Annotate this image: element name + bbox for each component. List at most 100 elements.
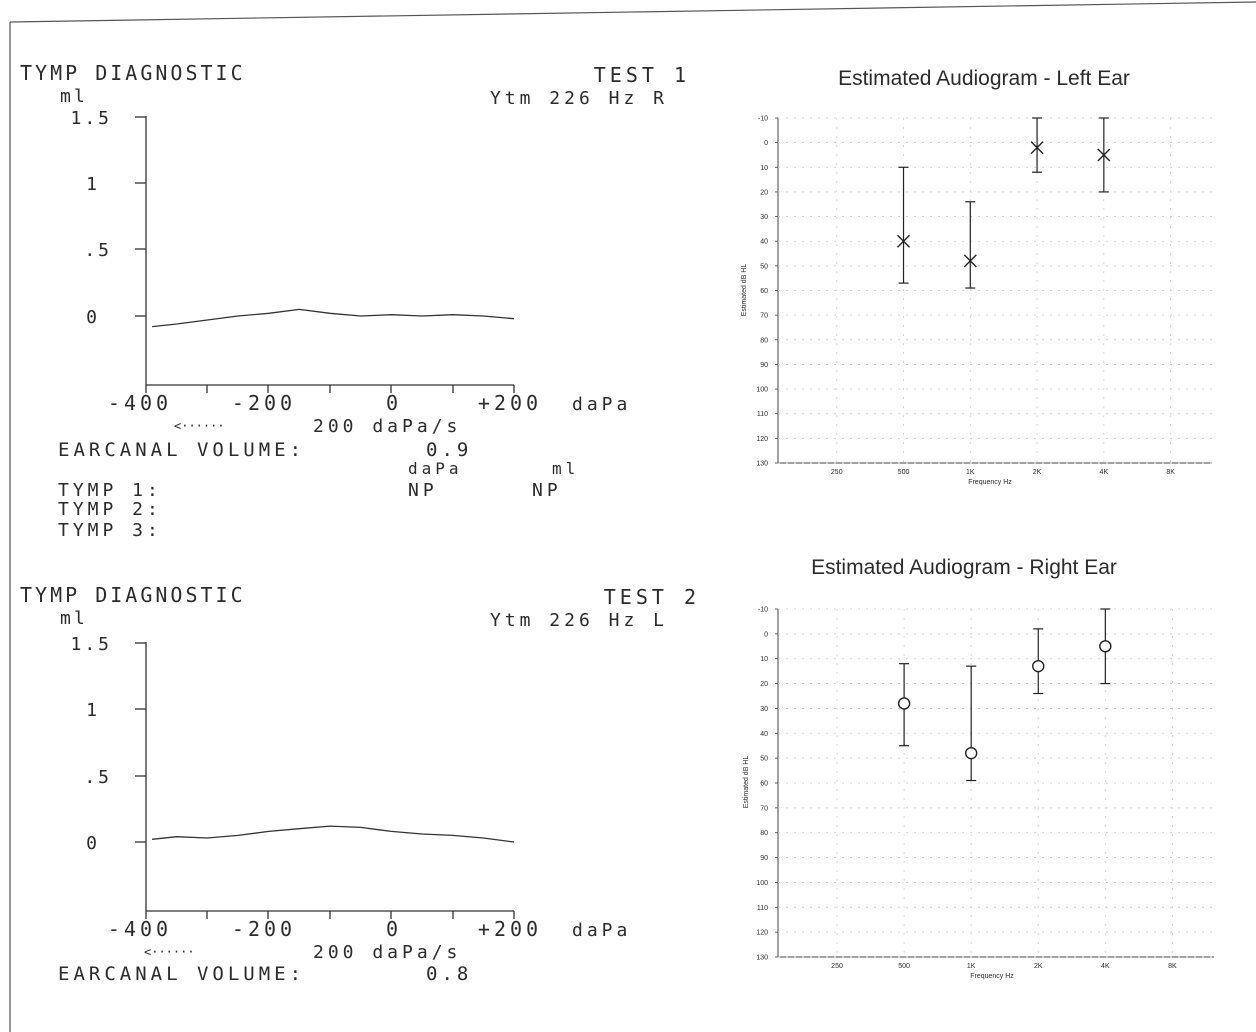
audiogram-y-tick-label: 110 [757, 411, 768, 418]
audiogram-x-tick-label: 500 [898, 469, 910, 476]
tymp-panel-test-1: TYMP DIAGNOSTIC TEST 1 ml Ytm 226 Hz R 1… [20, 61, 690, 541]
audiogram-point-x-marker [897, 234, 911, 248]
tymp-y-tick-label: 0 [86, 833, 100, 854]
tymp-sweep-rate: 200 daPa/s [313, 416, 461, 437]
audiogram-y-tick-label: 70 [760, 805, 768, 812]
audiogram-point-x-marker [1097, 148, 1111, 162]
tymp-probe-info: Ytm 226 Hz R [490, 88, 668, 109]
tymp-x-tick-label: +200 [478, 917, 542, 941]
audiogram-right-ear: Estimated Audiogram - Right Ear Estimate… [743, 556, 1214, 980]
audiogram-x-tick-label: 8K [1168, 963, 1177, 970]
tymp-plot-area [152, 308, 515, 328]
audiogram-y-tick-label: 130 [756, 955, 768, 962]
tymp-x-unit: daPa [572, 394, 631, 415]
tymp-y-tick-label: 0 [86, 307, 100, 328]
audiogram-y-tick-label: 60 [760, 781, 768, 788]
audiogram-x-tick-label: 4K [1101, 963, 1110, 970]
tymp-y-tick-label: 1.5 [70, 108, 112, 129]
tymp-sweep-rate: 200 daPa/s [313, 942, 461, 963]
tymp-x-tick-label: -400 [108, 391, 172, 415]
audiogram-y-tick-label: 110 [757, 905, 768, 912]
tymp-result-label: TYMP 3: [58, 520, 162, 541]
audiogram-y-tick-label: 30 [760, 706, 768, 713]
audiogram-x-label: Frequency Hz [968, 479, 1012, 486]
tymp-panel-test-2: TYMP DIAGNOSTIC TEST 2 ml Ytm 226 Hz L 1… [20, 583, 700, 985]
tymp-x-tick-label: 0 [386, 917, 402, 941]
audiogram-y-label: Estimated dB HL [743, 756, 750, 809]
audiogram-x-label: Frequency Hz [970, 973, 1014, 980]
tymp-y-tick-label: 1.5 [70, 634, 112, 655]
tymp-y-tick-label: .5 [84, 767, 112, 788]
tymp-y-unit: ml [60, 608, 88, 629]
audiogram-y-tick-label: 100 [756, 387, 768, 394]
tymp-ecv-label: EARCANAL VOLUME: [58, 963, 305, 985]
audiogram-x-tick-label: 8K [1166, 469, 1175, 476]
audiogram-x-tick-label: 250 [831, 469, 843, 476]
tymp-test-label: TEST 1 [594, 63, 690, 87]
tymp-y-tick-label: 1 [86, 700, 100, 721]
audiogram-y-tick-label: 120 [756, 930, 768, 937]
audiogram-y-tick-label: 70 [760, 313, 768, 320]
audiogram-x-tick-label: 1K [966, 469, 975, 476]
tymp-ecv-value: 0.8 [426, 963, 472, 985]
audiogram-x-tick-label: 2K [1033, 469, 1042, 476]
tymp-heading: TYMP DIAGNOSTIC [20, 583, 246, 607]
audiogram-point-o-marker [897, 697, 911, 710]
tymp-x-tick-label: -400 [108, 917, 172, 941]
audiogram-plot-area: -10 0 10 20 30 40 50 60 70 80 90 100 110 120 130 250 500… [756, 607, 1214, 970]
tymp-result-dapa: NP [408, 480, 438, 501]
tymp-result-ml: NP [532, 480, 562, 501]
audiogram-y-tick-label: 20 [760, 189, 768, 196]
audiogram-y-tick-label: 100 [756, 880, 768, 887]
audiogram-x-tick-label: 1K [967, 963, 976, 970]
audiogram-title: Estimated Audiogram - Left Ear [838, 67, 1130, 90]
tymp-results-dapa-header: daPa [408, 459, 463, 478]
audiogram-y-tick-label: 0 [764, 140, 768, 147]
tymp-trace-line [152, 825, 515, 843]
tymp-ecv-value: 0.9 [426, 439, 472, 461]
audiogram-x-tick-label: 2K [1034, 963, 1043, 970]
audiogram-plot-area: -10 0 10 20 30 40 50 60 70 80 90 100 110 120 130 250 500… [756, 116, 1212, 476]
audiogram-y-tick-label: 130 [756, 461, 768, 468]
audiogram-y-tick-label: 80 [760, 337, 768, 344]
audiogram-y-tick-label: 120 [756, 436, 768, 443]
tymp-trace-line [152, 308, 515, 328]
tymp-sweep-arrow: <······ [174, 419, 225, 433]
page-top-edge [9, 1, 1256, 23]
tymp-result-label: TYMP 1: [58, 480, 162, 501]
tymp-x-tick-label: -200 [232, 391, 296, 415]
tymp-y-tick-label: 1 [86, 174, 100, 195]
tymp-ecv-label: EARCANAL VOLUME: [58, 439, 305, 461]
audiogram-y-tick-label: 80 [760, 830, 768, 837]
tymp-x-unit: daPa [572, 920, 631, 941]
tymp-test-label: TEST 2 [604, 585, 700, 609]
audiogram-left-ear: Estimated Audiogram - Left Ear Estimated… [741, 67, 1212, 486]
audiogram-y-tick-label: 90 [760, 855, 768, 862]
audiogram-y-tick-label: 0 [764, 631, 768, 638]
audiogram-point-o-marker [964, 746, 978, 760]
audiogram-point-o-marker [1099, 640, 1112, 653]
audiogram-point-x-marker [1030, 141, 1044, 155]
tymp-x-tick-label: +200 [478, 391, 542, 415]
audiogram-y-tick-label: 30 [760, 214, 768, 221]
tymp-probe-info: Ytm 226 Hz L [490, 610, 668, 631]
audiogram-y-tick-label: -10 [758, 116, 768, 123]
tymp-plot-area [152, 825, 515, 843]
audiogram-x-tick-label: 500 [898, 963, 910, 970]
audiogram-y-tick-label: 40 [760, 731, 768, 738]
audiogram-y-tick-label: 50 [760, 263, 768, 270]
tymp-sweep-arrow: <······ [144, 945, 195, 959]
audiogram-y-tick-label: -10 [758, 607, 768, 614]
audiogram-x-tick-label: 4K [1100, 469, 1109, 476]
audiogram-point-x-marker [963, 254, 977, 268]
audiogram-title: Estimated Audiogram - Right Ear [811, 556, 1117, 579]
tymp-y-tick-label: .5 [84, 240, 112, 261]
tymp-x-tick-label: -200 [232, 917, 296, 941]
tymp-results-ml-header: ml [552, 459, 579, 478]
audiogram-y-tick-label: 60 [760, 288, 768, 295]
audiogram-y-label: Estimated dB HL [741, 264, 748, 317]
audiogram-point-o-marker [1032, 659, 1045, 673]
audiogram-y-tick-label: 10 [760, 656, 768, 663]
audiogram-y-tick-label: 90 [760, 362, 768, 369]
tymp-heading: TYMP DIAGNOSTIC [20, 61, 246, 85]
